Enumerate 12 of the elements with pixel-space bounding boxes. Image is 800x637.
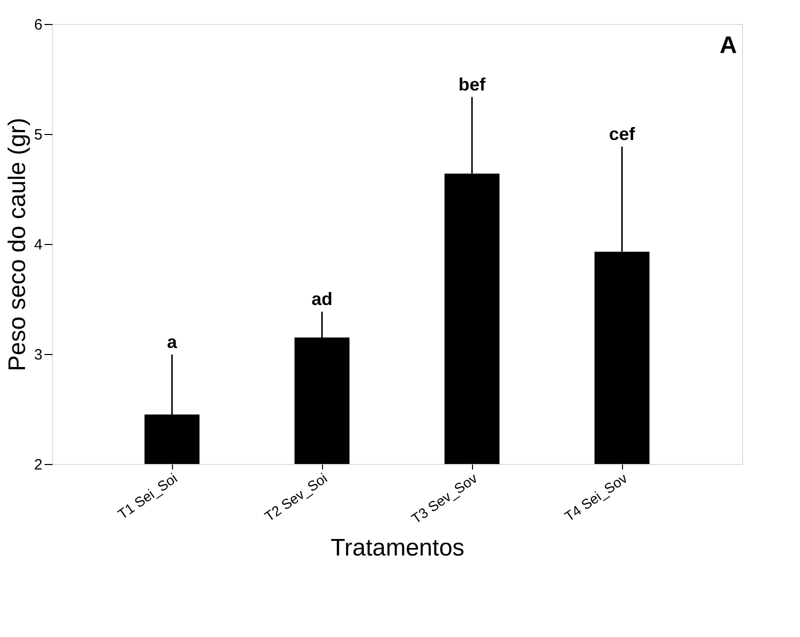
annotation: A bbox=[720, 32, 737, 59]
y-tick-label: 4 bbox=[34, 236, 42, 254]
annotation: a bbox=[166, 332, 178, 352]
y-tick-label: 3 bbox=[34, 346, 42, 364]
annotation: bef bbox=[458, 74, 487, 95]
y-tick-label: 6 bbox=[34, 16, 42, 34]
x-axis-title: Tratamentos bbox=[330, 534, 464, 562]
y-tick-label: 5 bbox=[34, 126, 42, 144]
annotation: cef bbox=[608, 124, 636, 144]
y-tick-label: 2 bbox=[34, 456, 42, 474]
y-axis-title: Peso seco do caule (gr) bbox=[4, 118, 32, 372]
annotation: ad bbox=[311, 289, 333, 310]
